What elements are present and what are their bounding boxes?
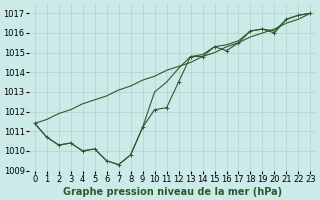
X-axis label: Graphe pression niveau de la mer (hPa): Graphe pression niveau de la mer (hPa) [63,187,282,197]
